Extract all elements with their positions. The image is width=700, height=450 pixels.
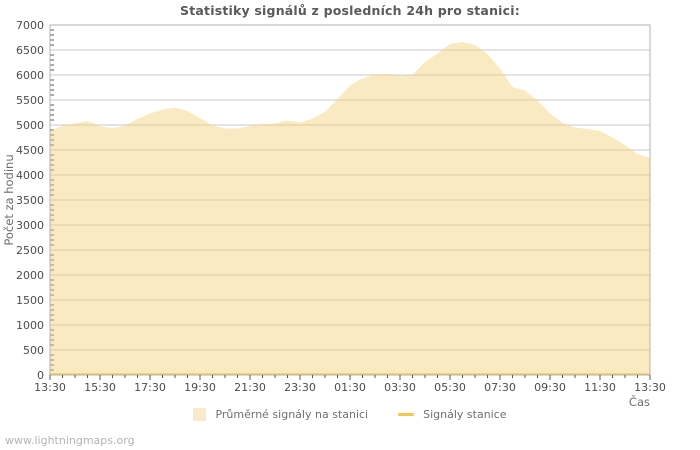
svg-text:09:30: 09:30: [534, 381, 566, 394]
legend-item-station-signals: Signály stanice: [398, 408, 507, 421]
x-ticks: [49, 375, 651, 380]
svg-text:21:30: 21:30: [234, 381, 266, 394]
x-axis-labels: 13:30 15:30 17:30 19:30 21:30 23:30 01:30 03:30…: [34, 381, 666, 394]
svg-text:500: 500: [23, 344, 44, 357]
legend-area-swatch-icon: [193, 408, 207, 421]
svg-text:1000: 1000: [16, 319, 44, 332]
svg-text:19:30: 19:30: [184, 381, 216, 394]
svg-text:7000: 7000: [16, 19, 44, 32]
svg-text:0: 0: [37, 369, 44, 382]
y-axis-title: Počet za hodinu: [2, 154, 16, 245]
y-minor-ticks: [50, 29, 54, 371]
svg-text:1500: 1500: [16, 294, 44, 307]
svg-text:4000: 4000: [16, 169, 44, 182]
chart-title: Statistiky signálů z posledních 24h pro …: [180, 3, 520, 18]
watermark-text: www.lightningmaps.org: [5, 434, 135, 447]
svg-text:5000: 5000: [16, 119, 44, 132]
legend-label-station-signals: Signály stanice: [423, 408, 507, 421]
svg-text:3500: 3500: [16, 194, 44, 207]
svg-text:05:30: 05:30: [434, 381, 466, 394]
svg-text:2000: 2000: [16, 269, 44, 282]
area-series-average-signals: [50, 42, 650, 375]
svg-text:13:30: 13:30: [34, 381, 66, 394]
svg-text:13:30: 13:30: [634, 381, 666, 394]
legend-line-swatch-icon: [398, 413, 415, 416]
x-axis-title: Čas: [629, 394, 650, 409]
svg-text:3000: 3000: [16, 219, 44, 232]
svg-text:6500: 6500: [16, 44, 44, 57]
svg-text:17:30: 17:30: [134, 381, 166, 394]
svg-text:5500: 5500: [16, 94, 44, 107]
svg-text:6000: 6000: [16, 69, 44, 82]
svg-text:07:30: 07:30: [484, 381, 516, 394]
gridlines: [50, 49, 650, 351]
svg-text:2500: 2500: [16, 244, 44, 257]
svg-text:11:30: 11:30: [584, 381, 616, 394]
svg-text:01:30: 01:30: [334, 381, 366, 394]
svg-text:4500: 4500: [16, 144, 44, 157]
legend-label-average-signals: Průměrné signály na stanici: [215, 408, 369, 421]
chart-legend: Průměrné signály na stanici Signály stan…: [0, 408, 700, 421]
y-axis-labels: 0 500 1000 1500 2000 2500 3000 3500 4000 4500 5000…: [16, 19, 44, 382]
svg-text:23:30: 23:30: [284, 381, 316, 394]
svg-text:15:30: 15:30: [84, 381, 116, 394]
svg-text:03:30: 03:30: [384, 381, 416, 394]
legend-item-average-signals: Průměrné signály na stanici: [193, 408, 368, 421]
